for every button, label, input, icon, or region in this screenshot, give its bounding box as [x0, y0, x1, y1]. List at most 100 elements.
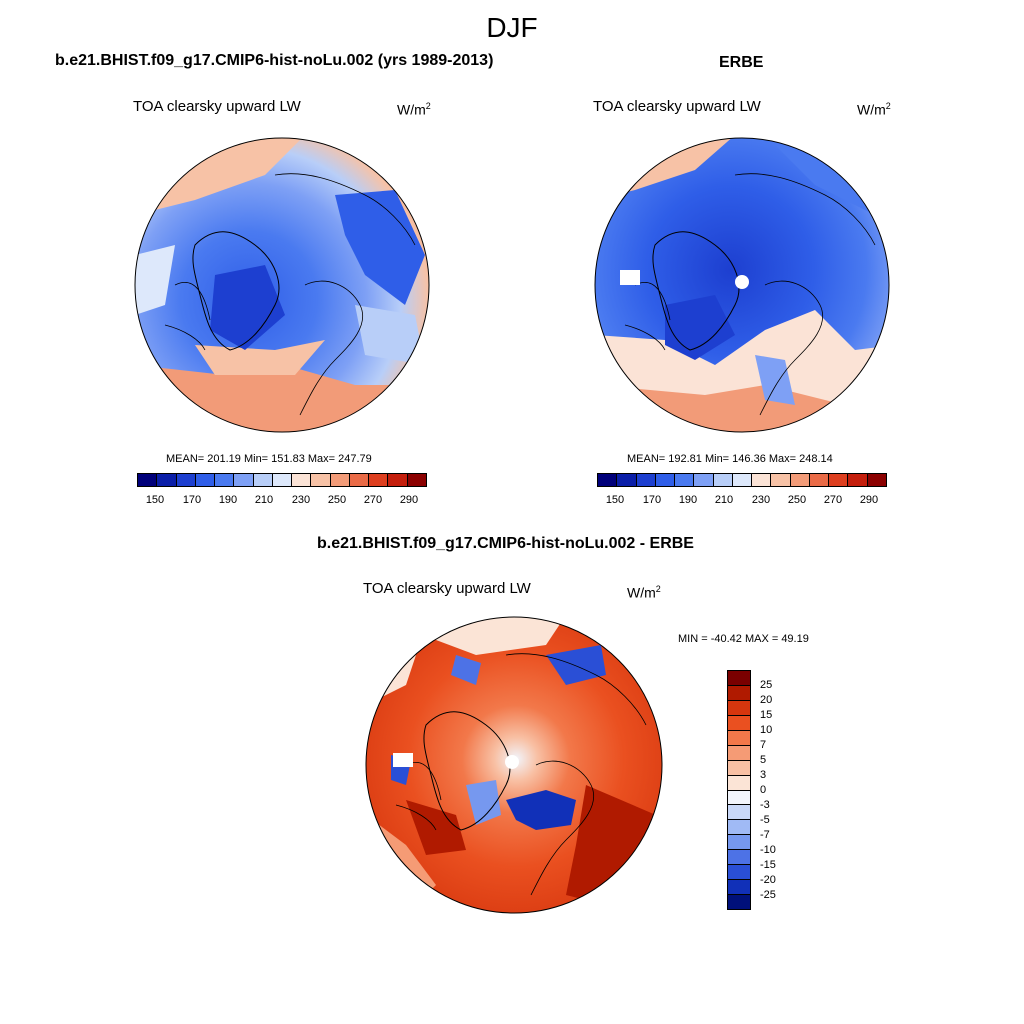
- panel-3-colorbar-tick: 5: [760, 754, 767, 766]
- panel-1-coastline-siberia: [274, 173, 416, 246]
- panel-1-variable-label: TOA clearsky upward LW: [133, 98, 301, 115]
- panel-2-colorbar-tick: 170: [642, 494, 662, 506]
- panel-3-negative-region-greenland: [466, 780, 501, 825]
- panel-3-colorbar-tick: 10: [760, 724, 773, 736]
- panel-3-colorbar-tick: 15: [760, 709, 773, 721]
- panel-2-missing-data-patch: [620, 270, 640, 285]
- panel-3-colorbar: [727, 670, 751, 910]
- panel-2-cold-region-greenland: [665, 295, 735, 360]
- panel-2-coastline-europe: [759, 280, 824, 416]
- panel-3-colorbar-tick: -25: [760, 889, 776, 901]
- colorbar-swatch: [728, 730, 750, 746]
- panel-2-colorbar-tick: 150: [605, 494, 625, 506]
- panel-2-colorbar-tick: 250: [787, 494, 807, 506]
- panel-2-coastline-siberia: [734, 173, 876, 246]
- panel-1-colorbar-tick: 290: [399, 494, 419, 506]
- panel-3-negative-region-ne: [546, 645, 606, 685]
- colorbar-swatch: [728, 850, 750, 866]
- panel-3-negative-region-n: [451, 655, 481, 685]
- colorbar-swatch: [790, 474, 810, 486]
- panel-2-colorbar-tick: 190: [678, 494, 698, 506]
- panel-3-missing-data-patch: [393, 753, 413, 767]
- panel-2-polar-map: [594, 137, 890, 433]
- colorbar-swatch: [675, 474, 695, 486]
- panel-3-coastline-siberia: [505, 653, 647, 726]
- panel-2-pole-missing-data: [735, 275, 749, 289]
- colorbar-swatch: [771, 474, 791, 486]
- panel-1-colorbar-tick: 250: [327, 494, 347, 506]
- colorbar-swatch: [215, 474, 235, 486]
- panel-3-colorbar-tick: 0: [760, 784, 767, 796]
- colorbar-swatch: [176, 474, 196, 486]
- panel-3-title: b.e21.BHIST.f09_g17.CMIP6-hist-noLu.002 …: [317, 535, 694, 552]
- panel-3-colorbar-tick: -15: [760, 859, 776, 871]
- colorbar-swatch: [713, 474, 733, 486]
- colorbar-swatch: [253, 474, 273, 486]
- colorbar-swatch: [728, 790, 750, 806]
- colorbar-swatch: [752, 474, 772, 486]
- panel-2-coastline-west: [624, 282, 671, 351]
- colorbar-swatch: [195, 474, 216, 486]
- panel-3-units-label: W/m2: [627, 584, 661, 601]
- panel-2-warm-region-south: [595, 385, 889, 432]
- panel-1-light-region-west: [135, 245, 175, 315]
- colorbar-swatch: [728, 835, 750, 851]
- panel-1-map-border: [134, 137, 430, 433]
- colorbar-swatch: [388, 474, 408, 486]
- colorbar-swatch: [728, 865, 750, 881]
- panel-3-variable-label: TOA clearsky upward LW: [363, 580, 531, 597]
- panel-1-cold-region-greenland: [210, 265, 285, 350]
- colorbar-swatch: [728, 745, 750, 761]
- panel-1-colorbar-tick: 150: [145, 494, 165, 506]
- colorbar-swatch: [728, 880, 750, 896]
- panel-3-colorbar-tick: -5: [760, 814, 770, 826]
- panel-3-colorbar-tick: -10: [760, 844, 776, 856]
- colorbar-swatch: [829, 474, 849, 486]
- colorbar-swatch: [867, 474, 886, 486]
- panel-3-coastline-europe: [530, 760, 595, 896]
- panel-1-colorbar-tick: 270: [363, 494, 383, 506]
- panel-2-units-label: W/m2: [857, 101, 891, 118]
- panel-2-colorbar-tick: 270: [823, 494, 843, 506]
- colorbar-swatch: [848, 474, 868, 486]
- panel-2-colorbar-tick: 230: [751, 494, 771, 506]
- panel-3-colorbar-tick: 7: [760, 739, 767, 751]
- colorbar-swatch: [728, 715, 750, 731]
- colorbar-swatch: [728, 805, 750, 821]
- colorbar-swatch: [732, 474, 753, 486]
- colorbar-swatch: [234, 474, 254, 486]
- colorbar-swatch: [407, 474, 426, 486]
- colorbar-swatch: [728, 760, 750, 776]
- figure-title: DJF: [486, 12, 538, 43]
- colorbar-swatch: [292, 474, 312, 486]
- panel-1-colorbar-tick: 190: [218, 494, 238, 506]
- panel-1-colorbar-tick: 230: [291, 494, 311, 506]
- panel-1-polar-map: [134, 137, 430, 433]
- panel-1-coastline-west: [164, 282, 211, 351]
- panel-3-pole-missing-data: [505, 755, 519, 769]
- colorbar-swatch: [809, 474, 830, 486]
- colorbar-swatch: [728, 685, 750, 701]
- colorbar-swatch: [728, 775, 750, 791]
- panel-2-colorbar-tick: 290: [859, 494, 879, 506]
- panel-1-colorbar-tick: 170: [182, 494, 202, 506]
- colorbar-swatch: [636, 474, 656, 486]
- panel-1-title: b.e21.BHIST.f09_g17.CMIP6-hist-noLu.002 …: [55, 52, 494, 69]
- colorbar-swatch: [369, 474, 389, 486]
- colorbar-swatch: [694, 474, 714, 486]
- colorbar-swatch: [330, 474, 350, 486]
- panel-3-polar-map: [365, 616, 663, 914]
- panel-1-light-region-se: [355, 305, 425, 365]
- colorbar-swatch: [311, 474, 331, 486]
- panel-3-colorbar-tick: 20: [760, 694, 773, 706]
- panel-3-colorbar-tick: -7: [760, 829, 770, 841]
- panel-1-stats: MEAN= 201.19 Min= 151.83 Max= 247.79: [166, 453, 372, 465]
- colorbar-swatch: [655, 474, 676, 486]
- colorbar-swatch: [728, 671, 750, 686]
- panel-2-variable-label: TOA clearsky upward LW: [593, 98, 761, 115]
- panel-2-colorbar-tick: 210: [714, 494, 734, 506]
- panel-1-colorbar-tick: 210: [254, 494, 274, 506]
- panel-3-negative-region-barents: [506, 790, 576, 830]
- colorbar-swatch: [138, 474, 158, 486]
- panel-3-stats: MIN = -40.42 MAX = 49.19: [678, 633, 809, 645]
